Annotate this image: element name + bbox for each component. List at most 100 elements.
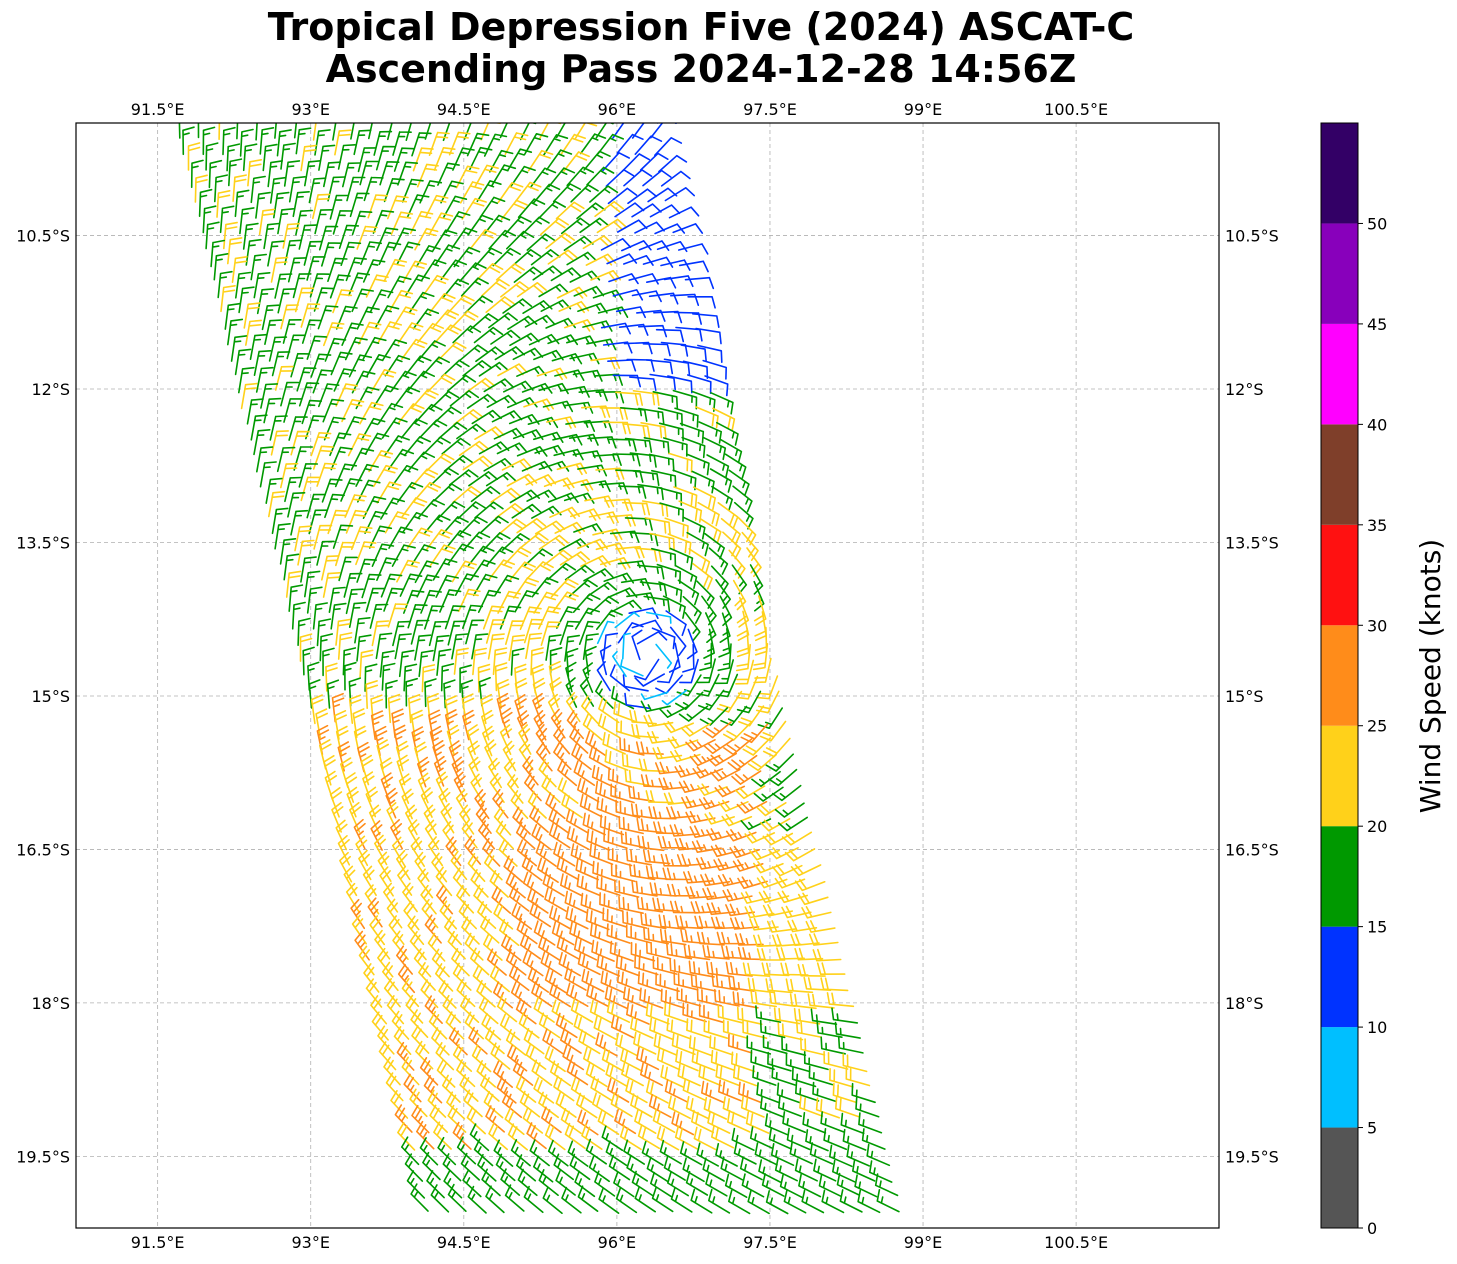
wind-barb [355,463,379,487]
wind-barb [400,418,428,439]
wind-barb [398,773,412,804]
wind-barb [708,1188,731,1214]
wind-barb [499,123,508,139]
wind-barb [762,737,791,758]
wind-barb [276,129,292,157]
wind-barb [202,126,216,156]
wind-barb [483,933,503,961]
wind-barb [674,837,704,851]
wind-barb [564,890,588,914]
wind-barb [511,503,542,519]
wind-barb [596,796,621,819]
wind-barb [412,308,440,330]
wind-barb [584,645,597,676]
wind-barb [708,547,729,575]
wind-barb [298,382,320,407]
wind-barb [608,1154,631,1181]
wind-barb [762,904,793,917]
wind-barb [537,200,566,220]
wind-barb [630,1093,653,1118]
wind-barb [464,295,493,314]
wind-barb [323,322,345,347]
wind-barb [526,489,557,502]
wind-barb [648,806,677,820]
wind-barb [555,1091,577,1118]
wind-barb [776,947,805,960]
wind-barb [357,147,377,173]
wind-barb [379,650,395,678]
wind-barb [287,492,306,518]
wind-barb [606,923,631,944]
wind-barb [672,469,697,491]
wind-barb [782,1111,806,1134]
wind-barb [438,980,457,1009]
wind-barb [555,1012,578,1039]
wind-barb [655,643,673,669]
wind-barb [654,137,683,157]
wind-barb [322,572,341,598]
wind-barb [587,436,617,449]
wind-barb [586,828,611,851]
wind-barb [639,581,668,597]
wind-barb [653,1033,678,1056]
chart-title-line2: Ascending Pass 2024-12-28 14:56Z [326,47,1077,91]
wind-barb [340,241,362,266]
wind-barb [612,650,627,678]
wind-barb [253,429,271,456]
wind-barb [236,123,239,140]
wind-barb [829,1144,853,1168]
wind-barb [524,772,542,802]
wind-barb [680,722,712,737]
wind-barb [546,416,577,429]
wind-barb [676,674,702,697]
wind-barb [469,1123,490,1152]
wind-barb [688,960,715,978]
wind-barb [720,517,741,546]
wind-barb [777,890,808,904]
wind-barb [388,289,414,313]
wind-barb [482,605,505,630]
wind-barb [655,761,685,775]
wind-barb [455,789,470,820]
colorbar-tick-label: 25 [1367,717,1387,736]
wind-barb [415,245,441,268]
wind-barb [519,1090,541,1118]
wind-barb [304,570,321,598]
wind-barb [742,737,772,756]
wind-barb [398,649,415,678]
wind-barb [379,757,393,789]
wind-barb [493,806,512,836]
wind-barb [727,754,758,771]
wind-barb [407,370,435,391]
wind-barb [337,835,351,866]
wind-barb [409,931,427,961]
wind-barb [760,1095,784,1118]
wind-barb [615,955,640,977]
wind-barb [681,796,712,809]
wind-barb [297,617,311,646]
wind-barb [577,951,601,976]
wind-barb [631,123,659,139]
wind-barb [466,393,497,409]
wind-barb [770,1143,795,1166]
wind-barb [618,485,647,499]
wind-barb [280,304,299,330]
wind-barb [410,1183,429,1212]
wind-barb [706,752,737,767]
wind-barb [526,1122,547,1150]
wind-barb [684,276,715,290]
wind-barb [468,471,499,487]
wind-barb [329,194,349,220]
wind-barb [405,804,418,836]
wind-barb [403,1073,422,1103]
wind-barb [834,1021,861,1039]
wind-barb [522,871,545,898]
wind-barb [442,994,462,1024]
wind-barb [768,847,799,860]
wind-barb [606,514,636,527]
wind-barb [403,900,420,931]
wind-barb [462,709,475,741]
wind-barb [459,516,488,535]
wind-barb [700,873,731,887]
wind-barb [178,123,181,139]
